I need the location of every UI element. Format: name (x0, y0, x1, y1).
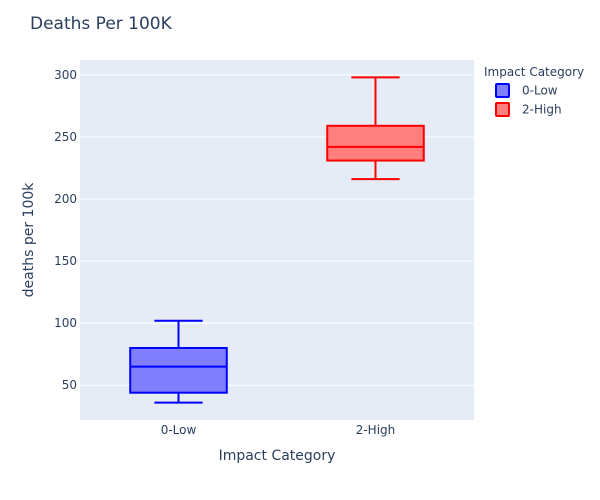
y-tick-label-250: 250 (54, 130, 77, 144)
x-axis-title: Impact Category (219, 448, 336, 464)
legend-item-2-High: 2-High (495, 102, 562, 117)
y-axis-title: deaths per 100k (21, 182, 37, 298)
legend: Impact Category 0-Low 2-High (484, 65, 584, 117)
legend-title: Impact Category (484, 65, 584, 79)
y-tick-label-150: 150 (54, 254, 77, 268)
y-axis-ticks: 50 100 150 200 250 300 (54, 68, 77, 392)
legend-items: 0-Low 2-High (495, 83, 562, 117)
legend-swatch (495, 83, 510, 98)
x-tick-label-0-Low: 0-Low (161, 423, 197, 437)
y-tick-label-200: 200 (54, 192, 77, 206)
legend-label: 0-Low (522, 84, 558, 98)
legend-item-0-Low: 0-Low (495, 83, 558, 98)
chart-title: Deaths Per 100K (30, 14, 173, 34)
box-0-Low (129, 319, 228, 404)
x-axis-ticks: 0-Low 2-High (161, 423, 396, 437)
box-series (129, 76, 425, 404)
y-tick-label-50: 50 (62, 378, 77, 392)
legend-label: 2-High (522, 103, 562, 117)
box-2-High (326, 76, 425, 181)
x-tick-label-2-High: 2-High (356, 423, 396, 437)
iqr-box (129, 347, 228, 394)
legend-swatch (495, 102, 510, 117)
y-tick-label-100: 100 (54, 316, 77, 330)
y-tick-label-300: 300 (54, 68, 77, 82)
iqr-box (326, 124, 425, 162)
